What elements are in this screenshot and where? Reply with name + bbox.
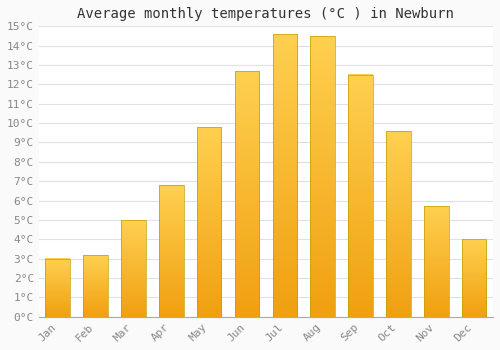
Bar — [159, 185, 184, 317]
Bar — [386, 131, 410, 317]
Bar — [197, 127, 222, 317]
Bar — [462, 239, 486, 317]
Bar — [121, 220, 146, 317]
Bar — [424, 206, 448, 317]
Bar — [234, 71, 260, 317]
Bar — [84, 255, 108, 317]
Bar — [272, 34, 297, 317]
Bar — [310, 36, 335, 317]
Bar — [348, 75, 373, 317]
Bar — [46, 259, 70, 317]
Title: Average monthly temperatures (°C ) in Newburn: Average monthly temperatures (°C ) in Ne… — [78, 7, 454, 21]
